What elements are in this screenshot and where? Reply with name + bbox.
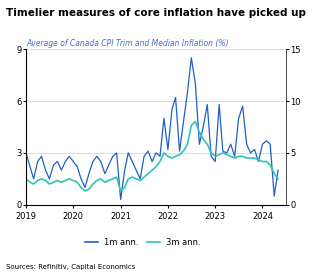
Text: Average of Canada CPI Trim and Median Inflation (%): Average of Canada CPI Trim and Median In… xyxy=(26,39,228,48)
Legend: 1m ann., 3m ann.: 1m ann., 3m ann. xyxy=(82,235,204,250)
Text: Timelier measures of core inflation have picked up: Timelier measures of core inflation have… xyxy=(6,8,306,18)
Text: Sources: Refinitiv, Capital Economics: Sources: Refinitiv, Capital Economics xyxy=(6,264,136,270)
